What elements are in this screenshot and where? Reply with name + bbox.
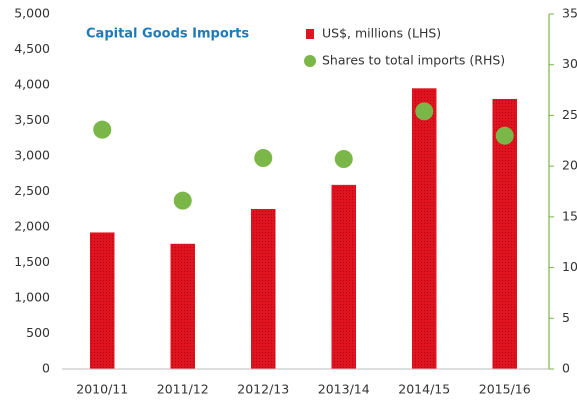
- x-tick-label: 2015/16: [479, 382, 531, 397]
- y2-tick-label: 20: [562, 158, 577, 173]
- legend-label: US$, millions (LHS): [322, 26, 441, 41]
- x-tick-label: 2011/12: [157, 382, 209, 397]
- y2-tick-label: 15: [562, 208, 577, 223]
- y-tick-label: 3,000: [14, 148, 50, 163]
- point: [254, 149, 273, 168]
- chart-title: Capital Goods Imports: [86, 27, 249, 42]
- y-tick-label: 500: [26, 325, 50, 340]
- y2-tick-label: 0: [562, 361, 570, 376]
- point: [173, 191, 192, 210]
- y-tick-label: 4,000: [14, 77, 50, 92]
- y2-tick-label: 10: [562, 259, 577, 274]
- y2-tick-label: 30: [562, 56, 577, 71]
- bar: [331, 184, 356, 370]
- y2-tick-label: 5: [562, 310, 570, 325]
- x-tick-label: 2012/13: [237, 382, 289, 397]
- point: [93, 120, 112, 139]
- y-tick-label: 2,000: [14, 219, 50, 234]
- y-tick-label: 1,500: [14, 254, 50, 269]
- x-tick-label: 2014/15: [398, 382, 450, 397]
- bar: [170, 243, 195, 370]
- point: [334, 150, 353, 169]
- legend-swatch: [306, 29, 314, 39]
- bar: [412, 88, 437, 370]
- bar: [90, 232, 115, 370]
- y-tick-label: 1,000: [14, 290, 50, 305]
- x-tick-label: 2010/11: [76, 382, 128, 397]
- y2-tick-label: 35: [562, 6, 577, 21]
- legend-label: Shares to total imports (RHS): [322, 53, 505, 68]
- y2-tick-label: 25: [562, 107, 577, 122]
- y-tick-label: 4,500: [14, 41, 50, 56]
- y-tick-label: 2,500: [14, 183, 50, 198]
- point: [415, 102, 434, 121]
- bar: [251, 209, 276, 370]
- point: [495, 126, 514, 145]
- y-tick-label: 0: [42, 361, 50, 376]
- legend-swatch: [304, 55, 316, 67]
- x-tick-label: 2013/14: [318, 382, 370, 397]
- y-tick-label: 5,000: [14, 6, 50, 21]
- y-tick-label: 3,500: [14, 112, 50, 127]
